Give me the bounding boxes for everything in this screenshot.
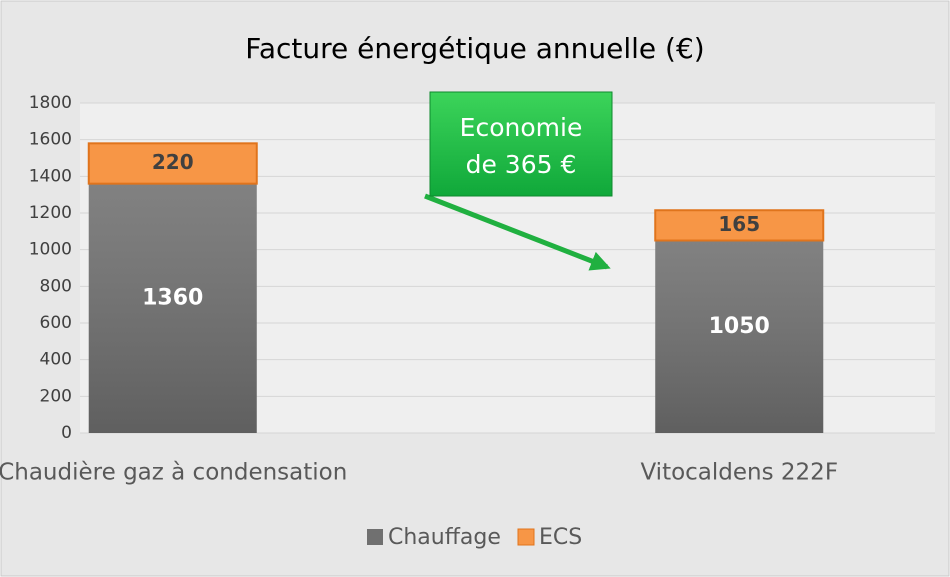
legend-label: ECS (539, 525, 582, 550)
y-tick-label: 1200 (29, 203, 72, 223)
data-label: 220 (152, 150, 194, 174)
bar-shade (655, 240, 824, 433)
y-tick-label: 600 (40, 313, 72, 333)
y-tick-label: 0 (61, 423, 72, 443)
legend-swatch (367, 529, 383, 545)
legend-label: Chauffage (388, 525, 501, 550)
bar-segment (87, 142, 258, 185)
y-tick-label: 1000 (29, 240, 72, 260)
y-tick-label: 1600 (29, 130, 72, 150)
data-label: 165 (718, 212, 760, 236)
y-tick-label: 1400 (29, 166, 72, 186)
bar-segment (654, 209, 825, 242)
annotation-text: Economie (460, 113, 583, 142)
x-tick-label: Vitocaldens 222F (640, 460, 838, 486)
y-tick-label: 400 (40, 350, 72, 370)
data-label: 1050 (709, 314, 770, 339)
annotation-arrow (424, 193, 611, 271)
y-tick-label: 1800 (29, 93, 72, 113)
annotation-text: de 365 € (466, 150, 577, 179)
annotation-box (429, 91, 613, 197)
x-tick-label: Chaudière gaz à condensation (0, 460, 347, 486)
data-label: 1360 (142, 285, 203, 310)
bar-shade (88, 183, 257, 433)
y-tick-label: 200 (40, 386, 72, 406)
y-tick-label: 800 (40, 276, 72, 296)
chart-title: Facture énergétique annuelle (€) (245, 32, 704, 65)
legend-swatch (517, 528, 535, 546)
